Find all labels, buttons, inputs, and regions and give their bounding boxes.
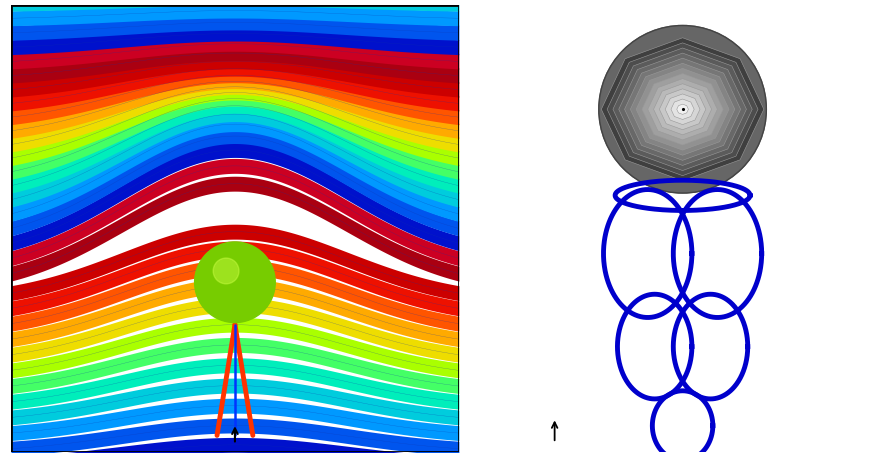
Polygon shape	[607, 43, 758, 175]
Polygon shape	[619, 53, 746, 165]
Polygon shape	[648, 79, 718, 140]
Polygon shape	[671, 99, 694, 119]
Polygon shape	[601, 38, 763, 181]
Polygon shape	[625, 58, 741, 160]
Circle shape	[213, 258, 239, 284]
Polygon shape	[659, 89, 706, 130]
Circle shape	[599, 26, 766, 193]
Polygon shape	[642, 74, 723, 145]
Polygon shape	[631, 64, 735, 155]
Polygon shape	[665, 94, 700, 125]
Polygon shape	[613, 48, 753, 170]
Polygon shape	[676, 104, 688, 114]
Polygon shape	[636, 69, 729, 150]
Circle shape	[194, 242, 275, 323]
Polygon shape	[653, 84, 711, 135]
